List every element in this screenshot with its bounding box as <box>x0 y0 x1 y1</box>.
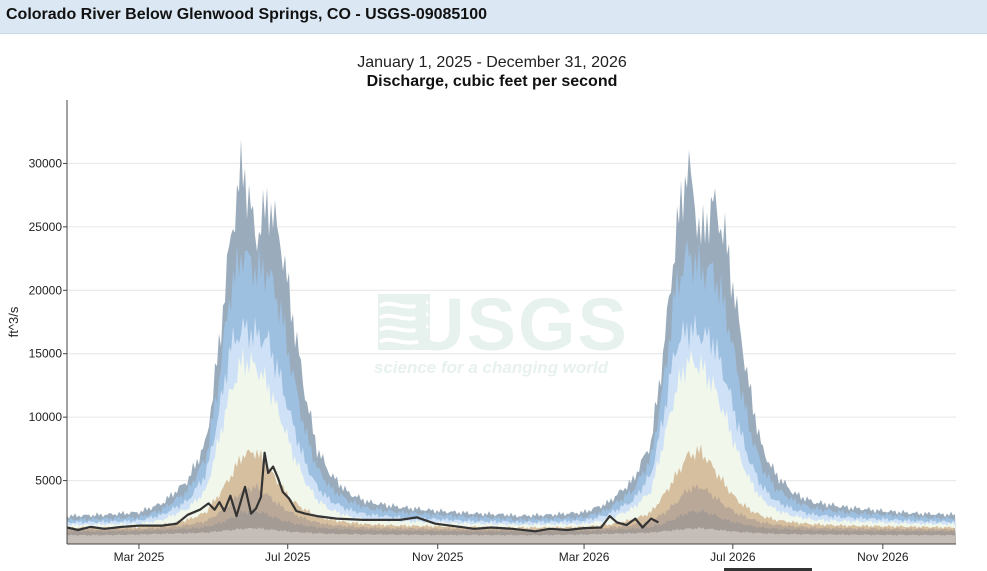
y-tick-label: 30000 <box>29 156 63 170</box>
percentile-bands <box>67 139 956 544</box>
y-tick-label: 10000 <box>29 410 63 424</box>
y-axis-label: ft^3/s <box>6 306 21 337</box>
y-tick-label: 25000 <box>29 220 63 234</box>
x-tick-label: Nov 2026 <box>857 550 909 564</box>
percentile-band <box>67 347 956 544</box>
y-ticks: 5000 10000 15000 20000 25000 30000 <box>29 156 67 488</box>
x-ticks: Mar 2025 Jul 2025 Nov 2025 Mar 2026 Jul 2026… <box>114 544 909 564</box>
usgs-logo-watermark: USGS science for a changing world <box>374 283 629 377</box>
usgs-tagline: science for a changing world <box>374 358 609 377</box>
chart-subtitle: January 1, 2025 - December 31, 2026 <box>357 54 627 71</box>
discharge-series <box>66 451 659 533</box>
usgs-waves-icon <box>378 294 430 350</box>
y-tick-label: 20000 <box>29 283 63 297</box>
page-title: Colorado River Below Glenwood Springs, C… <box>6 6 487 23</box>
x-tick-label: Jul 2026 <box>710 550 756 564</box>
x-tick-label: Jul 2025 <box>265 550 311 564</box>
x-tick-label: Mar 2025 <box>114 550 165 564</box>
title-bar: Colorado River Below Glenwood Springs, C… <box>0 0 987 34</box>
time-range-scrollbar[interactable] <box>724 568 812 571</box>
x-tick-label: Mar 2026 <box>559 550 610 564</box>
x-tick-label: Nov 2025 <box>412 550 464 564</box>
observed-discharge-line <box>66 451 659 533</box>
y-tick-label: 5000 <box>35 474 62 488</box>
usgs-logo-text: USGS <box>411 283 629 366</box>
y-tick-label: 15000 <box>29 347 63 361</box>
percentile-band <box>67 526 956 544</box>
axes <box>66 100 956 545</box>
chart-title: Discharge, cubic feet per second <box>367 73 618 90</box>
